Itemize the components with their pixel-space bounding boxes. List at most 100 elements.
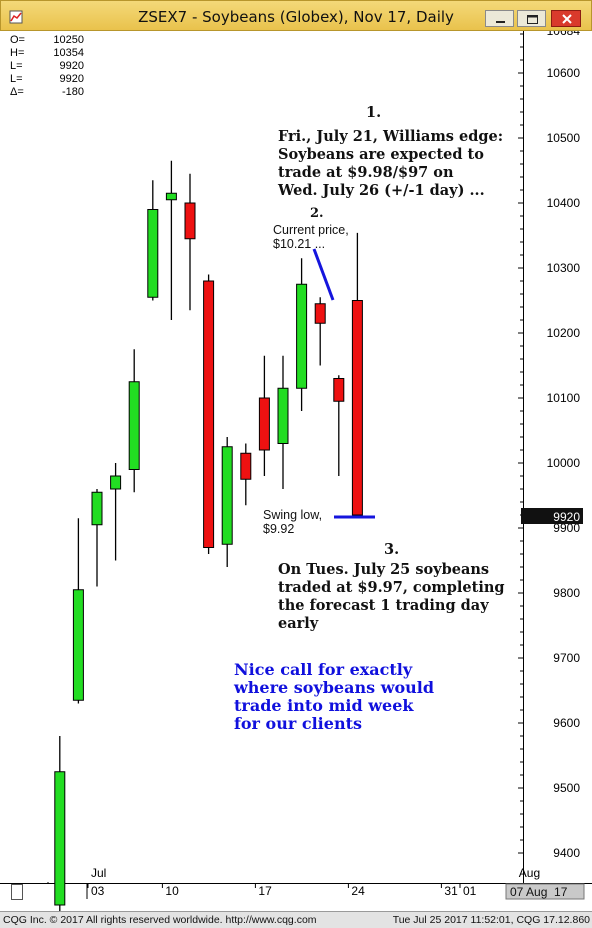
note1-line-2: Soybeans are expected to <box>278 146 484 163</box>
candle-down <box>351 232 363 516</box>
swing-line-1: Swing low, <box>263 508 322 522</box>
y-tick-label: 10400 <box>547 196 581 210</box>
candle-up <box>221 437 233 567</box>
ohlc-label-change: Δ= <box>10 86 24 98</box>
y-tick-label: 9400 <box>553 846 580 860</box>
app-icon <box>9 10 23 24</box>
minimize-button[interactable] <box>485 10 514 27</box>
candle-down <box>203 274 215 554</box>
candle-up <box>110 463 122 561</box>
x-day-label: 03 <box>91 884 105 898</box>
x-day-label: 24 <box>351 884 365 898</box>
x-axis: Jul Aug 03 10 17 24 31 01 <box>47 866 540 899</box>
y-tick-label: 10000 <box>547 456 581 470</box>
note3-line-3: the forecast 1 trading day <box>278 597 489 614</box>
candles <box>54 160 363 918</box>
y-tick-label: 10500 <box>547 131 581 145</box>
y-tick-label: 10600 <box>547 66 581 80</box>
ohlc-label-open: O= <box>10 34 25 46</box>
y-tick-label: 10200 <box>547 326 581 340</box>
x-month-label: Aug <box>519 866 540 880</box>
y-tick-label-top: 10684 <box>547 31 581 38</box>
candle-down <box>333 375 345 476</box>
swing-line-2: $9.92 <box>263 522 294 536</box>
candle-up <box>54 736 66 918</box>
note1-line-1: Fri., July 21, Williams edge: <box>278 128 503 145</box>
maximize-icon <box>527 15 538 24</box>
note1-line-3: trade at $9.98/$97 on <box>278 164 454 181</box>
note2-line-2: $10.21 ... <box>273 237 325 251</box>
candle-body <box>72 589 84 701</box>
note2-number: 2. <box>310 206 324 221</box>
candle-body <box>203 280 215 548</box>
promo-line-2: where soybeans would <box>233 678 434 697</box>
ohlc-value-change: -180 <box>62 86 84 98</box>
note3-number: 3. <box>384 541 399 558</box>
y-tick-label: 9800 <box>553 586 580 600</box>
candle-up <box>72 518 84 704</box>
ohlc-label-high: H= <box>10 47 24 59</box>
x-day-label: 01 <box>463 884 477 898</box>
last-price-tag-text: 9920 <box>553 510 580 524</box>
candle-up <box>277 355 289 489</box>
candle-body <box>240 452 252 480</box>
note3-line-1: On Tues. July 25 soybeans <box>278 561 489 578</box>
candle-body <box>277 387 289 444</box>
x-day-label: 17 <box>258 884 272 898</box>
candle-up <box>296 258 308 411</box>
date-box-text: 07 Aug 17 <box>510 885 568 899</box>
maximize-button[interactable] <box>517 10 546 27</box>
title-bar[interactable]: ZSEX7 - Soybeans (Globex), Nov 17, Daily <box>0 0 592 31</box>
candle-up <box>128 349 140 493</box>
swing-low-label: Swing low, $9.92 <box>263 508 322 536</box>
ohlc-label-last: L= <box>10 73 23 85</box>
y-tick-label: 9500 <box>553 781 580 795</box>
note3-line-2: traded at $9.97, completing <box>278 579 505 596</box>
y-tick-label: 9700 <box>553 651 580 665</box>
date-box: 07 Aug 17 <box>505 883 585 900</box>
candle-body <box>296 283 308 389</box>
x-day-label: 10 <box>165 884 179 898</box>
annotation-1: 1. Fri., July 21, Williams edge: Soybean… <box>277 104 503 199</box>
y-tick-label: 9600 <box>553 716 580 730</box>
note3-line-4: early <box>278 615 319 632</box>
window-title: ZSEX7 - Soybeans (Globex), Nov 17, Daily <box>138 8 454 26</box>
current-price-pointer-line <box>312 248 335 301</box>
candle-body <box>333 378 345 402</box>
promo-line-1: Nice call for exactly <box>234 660 413 679</box>
candle-body <box>91 491 103 526</box>
candle-body <box>54 771 66 906</box>
candle-body <box>258 397 270 451</box>
scroll-handle[interactable] <box>11 884 23 900</box>
close-button[interactable] <box>551 10 581 27</box>
ohlc-value-low: 9920 <box>60 60 84 72</box>
candle-down <box>314 297 326 366</box>
last-price-tag: 9920 <box>521 508 583 524</box>
chart-area[interactable]: O= 10250 H= 10354 L= 9920 L= 9920 Δ= -18… <box>0 24 592 918</box>
y-tick-label: 10300 <box>547 261 581 275</box>
note1-line-4: Wed. July 26 (+/-1 day) ... <box>277 182 485 199</box>
footer-timestamp: Tue Jul 25 2017 11:52:01, CQG 17.12.860 <box>392 914 590 926</box>
candlestick-chart[interactable]: O= 10250 H= 10354 L= 9920 L= 9920 Δ= -18… <box>0 24 592 918</box>
y-tick-label: 9900 <box>553 521 580 535</box>
candle-down <box>240 443 252 506</box>
ohlc-value-last: 9920 <box>60 73 84 85</box>
candle-body <box>128 381 140 470</box>
ohlc-readout: O= 10250 H= 10354 L= 9920 L= 9920 Δ= -18… <box>8 31 89 100</box>
candle-body <box>221 446 233 545</box>
ohlc-label-low: L= <box>10 60 23 72</box>
promo-line-3: trade into mid week <box>234 696 414 715</box>
candle-up <box>91 489 103 587</box>
candle-down <box>258 355 270 476</box>
promo-text: Nice call for exactly where soybeans wou… <box>233 660 434 733</box>
note1-number: 1. <box>366 104 381 121</box>
promo-line-4: for our clients <box>234 714 362 733</box>
candle-body <box>314 303 326 324</box>
candle-up <box>147 180 159 301</box>
candle-body <box>351 300 363 516</box>
y-tick-label: 10100 <box>547 391 581 405</box>
x-day-label: 31 <box>444 884 458 898</box>
close-icon <box>562 14 572 24</box>
candle-body <box>165 192 177 201</box>
